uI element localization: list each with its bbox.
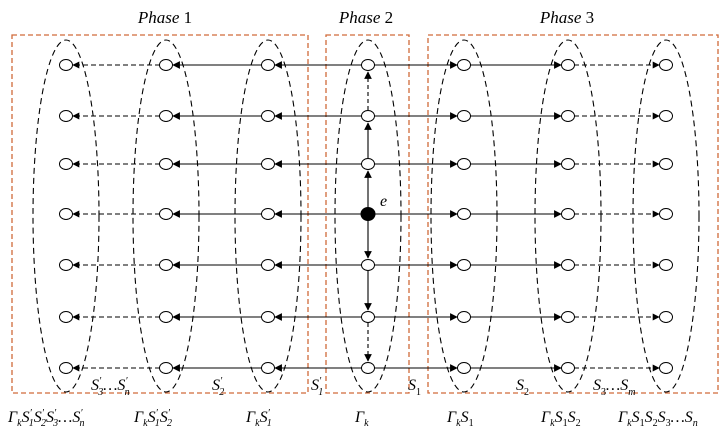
graph-node [261,158,275,170]
graph-node [59,311,73,323]
edge-label-s3-sm: S3…Sm [593,377,635,398]
graph-node [561,59,575,71]
graph-node [659,110,673,122]
graph-node [59,259,73,271]
graph-node [59,158,73,170]
column-label-7: ΓkS1S2S3…Sn [617,409,698,429]
graph-node [659,259,673,271]
graph-node [361,311,375,323]
graph-node [561,259,575,271]
column-ellipse-5 [430,39,498,393]
graph-node [457,208,471,220]
graph-node [59,362,73,374]
edge-label-s2-prime: S′ 2 [212,376,224,398]
graph-node [361,158,375,170]
graph-node [59,208,73,220]
column-label-5: ΓkS1 [446,409,474,429]
column-ellipse-6 [534,39,602,393]
phase-2-label: Phase 2 [338,8,393,27]
graph-node [361,362,375,374]
graph-node [261,208,275,220]
graph-node [457,259,471,271]
graph-node [659,208,673,220]
column-label-2: ΓkS′ 1S′ 2 [133,408,172,429]
graph-node [159,110,173,122]
column-label-3: ΓkS′ 1 [245,408,272,429]
graph-node [261,110,275,122]
graph-node [159,208,173,220]
column-ellipse-4 [334,39,402,393]
column-label-4: Γk [354,409,369,429]
graph-node [561,158,575,170]
graph-node [561,110,575,122]
graph-node [457,311,471,323]
graph-node [659,158,673,170]
phase-1-label: Phase 1 [137,8,192,27]
graph-node [261,59,275,71]
graph-node [659,311,673,323]
column-ellipse-7 [632,39,700,393]
edge-label-s2: S2 [516,377,529,398]
column-ellipse-2 [132,39,200,393]
phase-3-label: Phase 3 [539,8,594,27]
graph-node [261,362,275,374]
graph-node [159,59,173,71]
edge-label-s1-prime: S′ 1 [311,376,323,398]
graph-node [457,362,471,374]
graph-node [261,311,275,323]
graph-node [659,362,673,374]
graph-node [361,259,375,271]
column-ellipse-1 [32,39,100,393]
graph-node [457,110,471,122]
graph-node [457,158,471,170]
graph-node [261,259,275,271]
graph-node [361,59,375,71]
edge-label-s1: S1 [408,377,421,398]
graph-node [159,259,173,271]
graph-node [561,208,575,220]
phase-2-box [325,34,410,394]
graph-node [159,311,173,323]
graph-node [361,110,375,122]
graph-node [457,59,471,71]
edge-label-s3-sn-prime: S′ 3…S′ n [91,376,130,398]
column-ellipse-3 [234,39,302,393]
graph-node [59,59,73,71]
graph-node [659,59,673,71]
center-node-e [360,207,376,221]
graph-node [561,311,575,323]
graph-node [159,158,173,170]
graph-node [59,110,73,122]
graph-node [159,362,173,374]
column-label-6: ΓkS1S2 [540,409,581,429]
center-node-label: e [380,193,387,210]
graph-node [561,362,575,374]
column-label-1: ΓkS′ 1S′ 2S′ 3…S′ n [7,408,85,429]
